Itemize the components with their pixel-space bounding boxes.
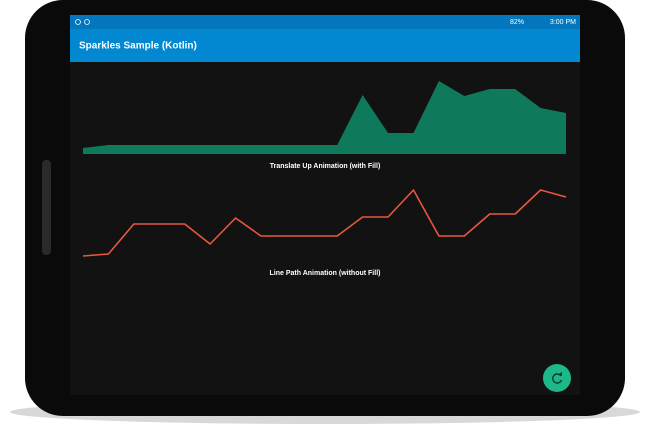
- status-icon: [84, 19, 90, 25]
- side-button: [42, 160, 51, 255]
- refresh-button[interactable]: [543, 364, 571, 392]
- sparkline-line: [82, 189, 567, 257]
- battery-level: 82%: [510, 19, 524, 26]
- status-bar: [70, 15, 580, 29]
- clock: 3:00 PM: [550, 19, 576, 26]
- app-title: Sparkles Sample (Kotlin): [79, 41, 197, 52]
- app-bar: [70, 29, 580, 62]
- refresh-icon: [552, 373, 563, 384]
- sparkline-area: [83, 81, 566, 154]
- fab[interactable]: [543, 364, 571, 392]
- refresh-arrow: [559, 372, 562, 376]
- status-icon: [75, 19, 81, 25]
- screen: [70, 15, 580, 395]
- chart-caption: Translate Up Animation (with Fill): [270, 163, 381, 170]
- chart-caption: Line Path Animation (without Fill): [270, 270, 381, 277]
